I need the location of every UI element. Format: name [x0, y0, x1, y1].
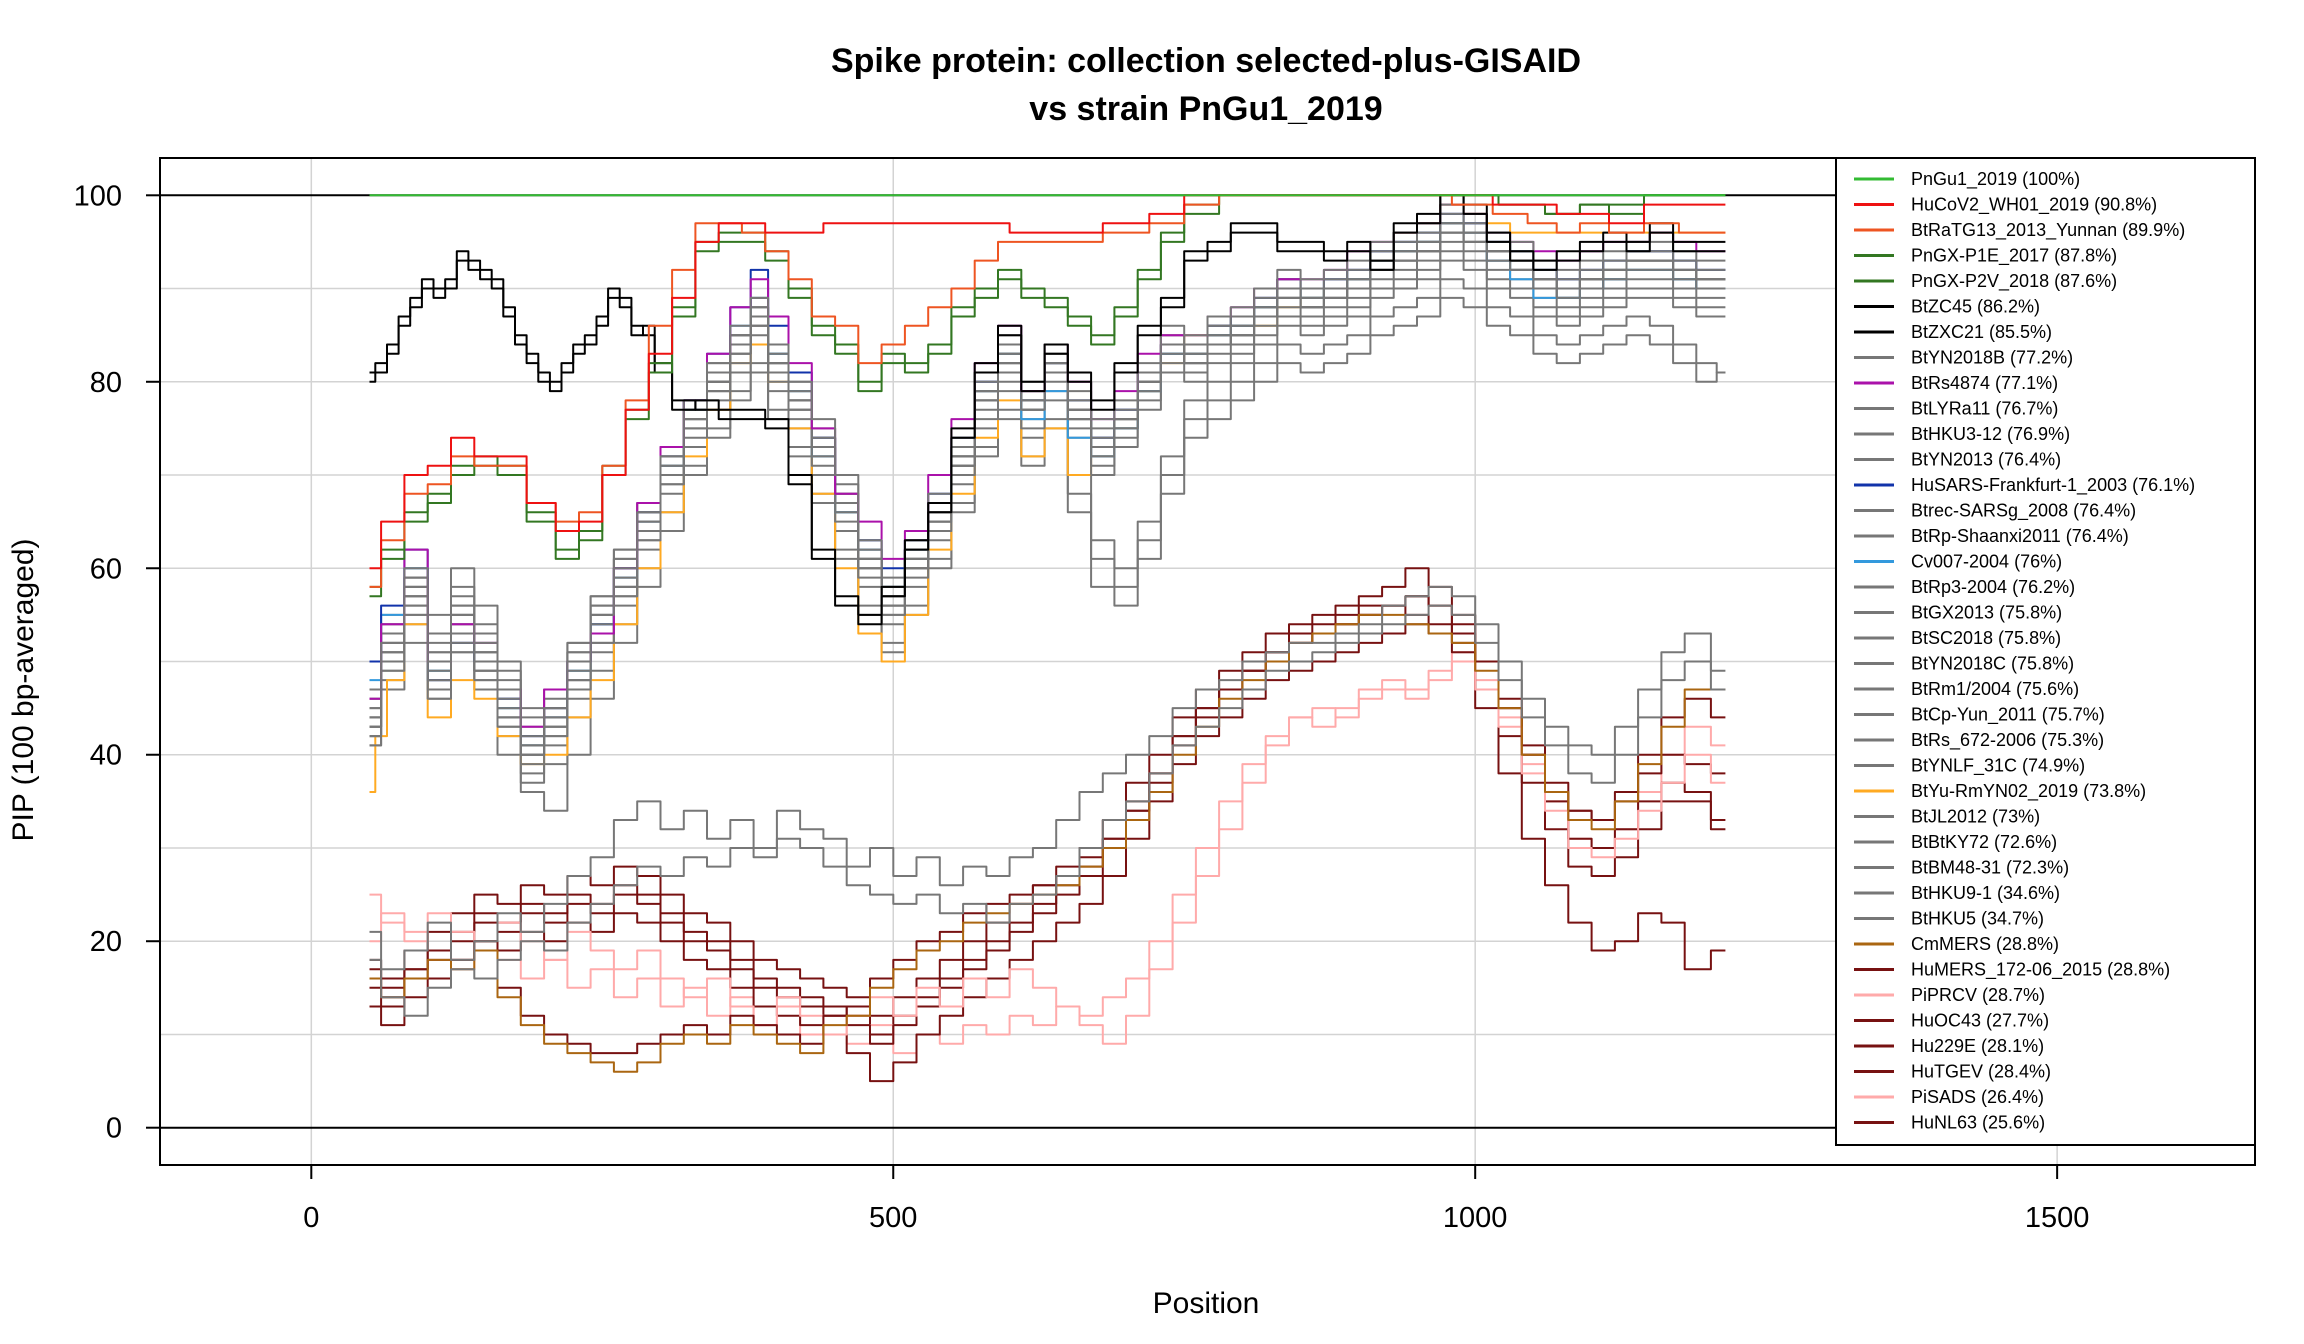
legend-entry: PiPRCV (28.7%) [1911, 985, 2045, 1005]
series-line [369, 212, 1726, 728]
y-tick-label: 0 [106, 1113, 122, 1145]
legend-entry: BtRp-Shaanxi2011 (76.4%) [1911, 526, 2129, 546]
legend-entry: Hu229E (28.1%) [1911, 1036, 2044, 1056]
legend-entry: BtBtKY72 (72.6%) [1911, 832, 2057, 852]
legend-entry: BtZC45 (86.2%) [1911, 297, 2040, 317]
legend-entry: PnGu1_2019 (100%) [1911, 169, 2080, 190]
legend-entry: BtBM48-31 (72.3%) [1911, 858, 2069, 878]
legend-entry: HuCoV2_WH01_2019 (90.8%) [1911, 195, 2157, 216]
legend-entry: HuMERS_172-06_2015 (28.8%) [1911, 960, 2170, 981]
axis-layer: 0 500 1000 1500 0 20 40 60 80 100 [74, 180, 2090, 1234]
legend-entry: BtRs4874 (77.1%) [1911, 373, 2058, 393]
legend-entry: BtYNLF_31C (74.9%) [1911, 756, 2085, 777]
legend-entry: BtZXC21 (85.5%) [1911, 322, 2052, 342]
legend-entry: BtYN2018B (77.2%) [1911, 348, 2073, 368]
x-tick-label: 0 [303, 1202, 319, 1234]
legend-entry: BtHKU5 (34.7%) [1911, 909, 2044, 929]
y-axis-label: PIP (100 bp-averaged) [7, 539, 40, 842]
legend: PnGu1_2019 (100%) HuCoV2_WH01_2019 (90.8%… [1835, 157, 2256, 1146]
x-tick-label: 1000 [1443, 1202, 1508, 1234]
y-tick-label: 100 [74, 180, 122, 212]
y-tick-label: 80 [90, 367, 122, 399]
legend-entry: BtRaTG13_2013_Yunnan (89.9%) [1911, 220, 2185, 241]
legend-entry: PnGX-P2V_2018 (87.6%) [1911, 271, 2117, 292]
legend-entry: BtHKU3-12 (76.9%) [1911, 424, 2070, 444]
y-tick-label: 40 [90, 740, 122, 772]
legend-entry: BtHKU9-1 (34.6%) [1911, 883, 2060, 903]
legend-entry: BtYN2013 (76.4%) [1911, 450, 2061, 470]
chart-title: Spike protein: collection selected-plus-… [831, 42, 1581, 80]
legend-entry: BtSC2018 (75.8%) [1911, 628, 2061, 648]
x-axis-label: Position [1153, 1287, 1260, 1320]
legend-entry: BtRs_672-2006 (75.3%) [1911, 730, 2104, 751]
series-line [369, 203, 1726, 738]
legend-entry: BtLYRa11 (76.7%) [1911, 399, 2058, 419]
y-tick-label: 20 [90, 926, 122, 958]
legend-entry: CmMERS (28.8%) [1911, 934, 2059, 954]
chart-subtitle: vs strain PnGu1_2019 [1029, 90, 1382, 128]
x-tick-label: 1500 [2025, 1202, 2090, 1234]
legend-entry: PnGX-P1E_2017 (87.8%) [1911, 246, 2117, 267]
legend-entry: BtYN2018C (75.8%) [1911, 654, 2074, 674]
legend-entry: Btrec-SARSg_2008 (76.4%) [1911, 501, 2136, 522]
legend-entry: HuNL63 (25.6%) [1911, 1113, 2045, 1133]
series-line [369, 585, 1726, 971]
legend-entry: HuTGEV (28.4%) [1911, 1062, 2051, 1082]
legend-entry: BtGX2013 (75.8%) [1911, 603, 2062, 623]
legend-entry: BtYu-RmYN02_2019 (73.8%) [1911, 781, 2146, 802]
series-line [369, 194, 1726, 598]
series-line [369, 222, 1726, 747]
x-tick-label: 500 [869, 1202, 917, 1234]
legend-entry: HuOC43 (27.7%) [1911, 1011, 2049, 1031]
legend-entry: PiSADS (26.4%) [1911, 1087, 2044, 1107]
series-line [369, 203, 1726, 728]
series-line [369, 222, 1726, 738]
series-line [369, 259, 1726, 775]
series-layer [369, 194, 1726, 1083]
legend-entry: BtJL2012 (73%) [1911, 807, 2040, 827]
legend-entry: BtRm1/2004 (75.6%) [1911, 679, 2079, 699]
legend-entry: Cv007-2004 (76%) [1911, 552, 2062, 572]
legend-entry: HuSARS-Frankfurt-1_2003 (76.1%) [1911, 475, 2195, 496]
legend-entry: BtRp3-2004 (76.2%) [1911, 577, 2075, 597]
legend-entry: BtCp-Yun_2011 (75.7%) [1911, 705, 2105, 726]
series-line [369, 194, 1726, 616]
y-tick-label: 60 [90, 553, 122, 585]
legend-box [1835, 157, 2256, 1146]
series-line [369, 194, 1726, 570]
